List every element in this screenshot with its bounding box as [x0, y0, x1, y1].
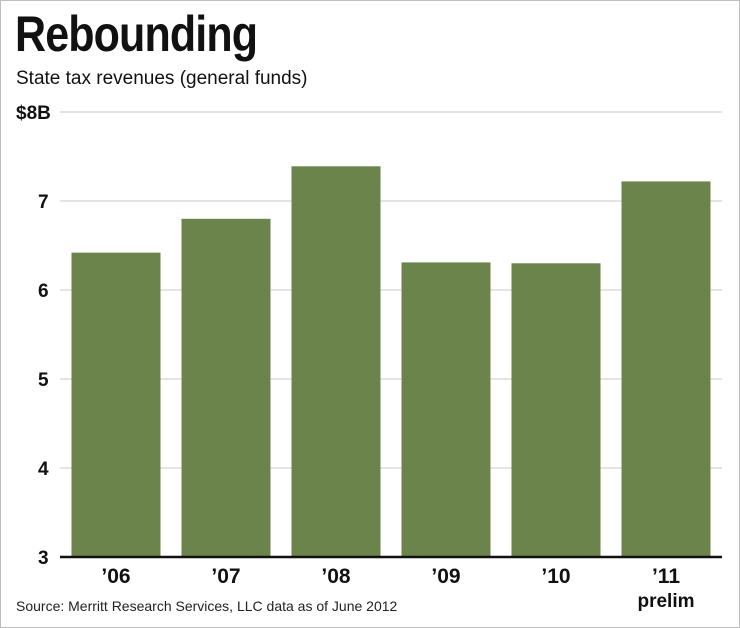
y-tick-label: 3 — [38, 548, 49, 569]
x-tick-label: ’10 — [541, 565, 570, 588]
x-tick-label: ’11 — [652, 565, 680, 588]
y-tick-label: 5 — [38, 370, 49, 391]
bar — [181, 218, 271, 558]
bar — [71, 252, 161, 557]
grid-lines — [60, 111, 722, 469]
source-note: Source: Merritt Research Services, LLC d… — [16, 598, 398, 614]
bars — [71, 166, 711, 558]
y-tick-label: 6 — [38, 281, 49, 302]
bar — [401, 262, 491, 557]
x-tick-label: ’06 — [101, 565, 130, 588]
y-tick-label: 4 — [38, 459, 49, 480]
bar — [291, 166, 381, 558]
labels: 3 4 5 6 7 $8B ’06 ’07 ’08 ’09 ’10 ’11 prelim — [16, 103, 695, 612]
chart-title: Rebounding — [15, 6, 258, 62]
x-tick-label: ’08 — [321, 565, 351, 588]
x-tick-note: prelim — [637, 591, 694, 612]
y-tick-label: $8B — [16, 103, 51, 124]
chart-subtitle: State tax revenues (general funds) — [16, 68, 308, 89]
bar — [621, 181, 711, 558]
x-tick-label: ’07 — [211, 565, 240, 588]
bar — [511, 263, 601, 557]
x-tick-label: ’09 — [431, 565, 460, 588]
y-tick-label: 7 — [38, 192, 49, 213]
